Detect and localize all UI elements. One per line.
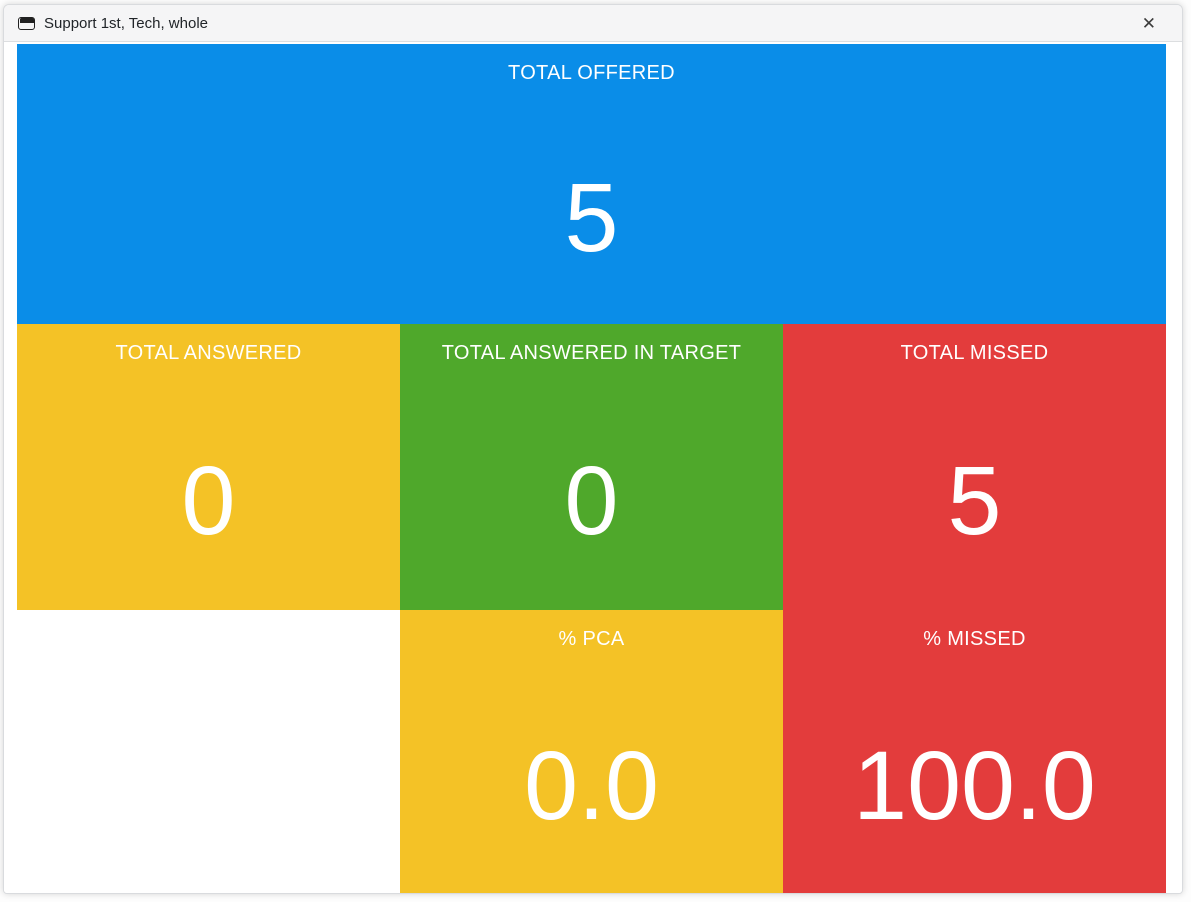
tile-total-answered-label: TOTAL ANSWERED <box>115 342 302 364</box>
tile-total-answered-value: 0 <box>181 446 236 555</box>
window-icon <box>18 16 35 30</box>
empty-grid-cell <box>17 610 400 893</box>
tile-pct-pca-value: 0.0 <box>524 731 659 840</box>
tile-total-offered-label: TOTAL OFFERED <box>508 62 675 84</box>
tile-total-missed-value: 5 <box>947 446 1002 555</box>
kpi-grid: TOTAL OFFERED 5 TOTAL ANSWERED 0 TOTAL A… <box>17 44 1166 893</box>
kpi-window: Support 1st, Tech, whole ✕ TOTAL OFFERED… <box>3 4 1183 894</box>
tile-pct-missed-label: % MISSED <box>923 628 1026 650</box>
tile-pct-pca: % PCA 0.0 <box>400 610 783 893</box>
tile-total-answered-in-target-value: 0 <box>564 446 619 555</box>
tile-total-missed: TOTAL MISSED 5 <box>783 324 1166 610</box>
tile-pct-missed-value: 100.0 <box>853 731 1096 840</box>
window-icon-header-bar <box>19 18 34 23</box>
tile-pct-pca-label: % PCA <box>558 628 625 650</box>
close-button[interactable]: ✕ <box>1138 13 1160 34</box>
window-titlebar: Support 1st, Tech, whole ✕ <box>4 5 1182 42</box>
window-title: Support 1st, Tech, whole <box>44 14 208 32</box>
tile-total-answered-in-target: TOTAL ANSWERED IN TARGET 0 <box>400 324 783 610</box>
tile-total-offered: TOTAL OFFERED 5 <box>17 44 1166 324</box>
tile-total-answered-in-target-label: TOTAL ANSWERED IN TARGET <box>441 342 742 364</box>
tile-pct-missed: % MISSED 100.0 <box>783 610 1166 893</box>
window-body: TOTAL OFFERED 5 TOTAL ANSWERED 0 TOTAL A… <box>4 42 1182 893</box>
tile-total-offered-value: 5 <box>564 163 619 272</box>
tile-total-answered: TOTAL ANSWERED 0 <box>17 324 400 610</box>
tile-total-missed-label: TOTAL MISSED <box>900 342 1049 364</box>
